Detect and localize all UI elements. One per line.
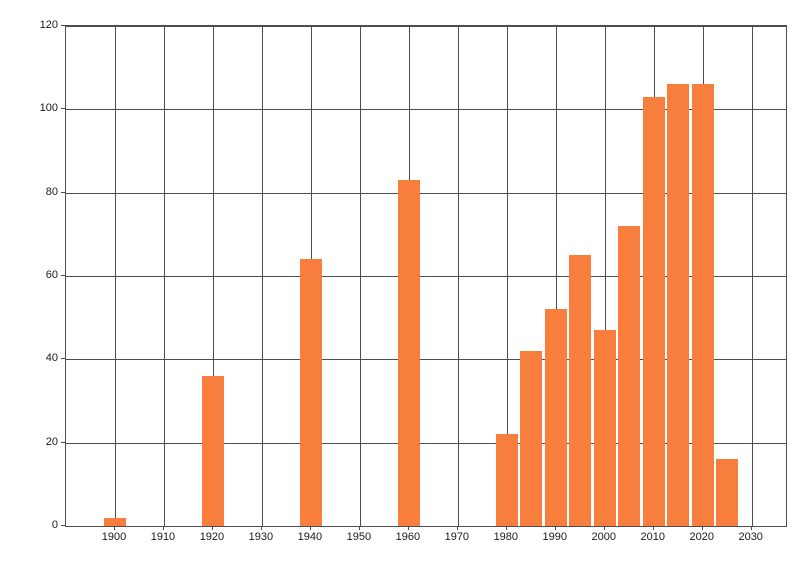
- x-tick-label: 1970: [444, 531, 470, 543]
- x-tick-mark: [358, 526, 360, 530]
- y-tick-label: 0: [51, 519, 58, 531]
- horizontal-gridline: [66, 26, 786, 27]
- bar-2025: [716, 459, 739, 526]
- bar-2005: [618, 226, 641, 526]
- horizontal-gridline: [66, 276, 786, 277]
- x-tick-mark: [701, 526, 703, 530]
- y-tick-label: 60: [45, 269, 58, 281]
- x-tick-label: 2000: [591, 531, 616, 543]
- plot-area: [65, 25, 787, 527]
- x-tick-mark: [407, 526, 409, 530]
- bar-2010: [642, 96, 665, 526]
- bar-2020: [691, 84, 714, 526]
- x-tick-mark: [260, 526, 262, 530]
- bar-1960: [397, 180, 420, 526]
- bar-1985: [520, 351, 543, 526]
- horizontal-gridline: [66, 359, 786, 361]
- x-tick-label: 1990: [542, 531, 568, 543]
- x-tick-mark: [554, 526, 556, 530]
- x-tick-mark: [505, 526, 507, 530]
- x-tick-label: 1910: [150, 531, 176, 543]
- bar-1980: [495, 434, 518, 526]
- x-tick-mark: [750, 526, 752, 530]
- x-tick-mark: [456, 526, 458, 530]
- x-tick-label: 2020: [689, 531, 714, 543]
- y-tick-mark: [61, 108, 65, 110]
- y-tick-label: 80: [45, 185, 58, 198]
- y-tick-label: 120: [39, 19, 58, 31]
- bar-2015: [667, 84, 690, 526]
- x-tick-label: 1920: [199, 531, 225, 543]
- x-tick-label: 2010: [640, 531, 665, 543]
- x-tick-mark: [309, 526, 311, 530]
- y-tick-label: 100: [39, 102, 58, 115]
- x-tick-label: 1980: [493, 531, 519, 543]
- x-tick-label: 1930: [248, 531, 274, 543]
- bar-1900: [103, 517, 126, 526]
- x-tick-mark: [603, 526, 605, 530]
- horizontal-gridline: [66, 109, 786, 111]
- x-tick-label: 1940: [297, 531, 323, 543]
- y-tick-label: 40: [45, 352, 58, 365]
- bar-1990: [544, 309, 567, 526]
- y-tick-mark: [61, 441, 65, 443]
- y-tick-mark: [61, 25, 65, 26]
- x-tick-label: 2030: [738, 531, 763, 543]
- y-tick-mark: [61, 191, 65, 193]
- x-tick-label: 1960: [395, 531, 421, 543]
- x-tick-mark: [113, 526, 115, 530]
- x-tick-mark: [652, 526, 654, 530]
- x-tick-label: 1900: [101, 531, 127, 543]
- bar-1940: [299, 259, 322, 526]
- x-tick-label: 1950: [346, 531, 372, 543]
- x-tick-mark: [162, 526, 164, 530]
- x-tick-mark: [211, 526, 213, 530]
- y-tick-mark: [61, 358, 65, 360]
- horizontal-gridline: [66, 192, 786, 194]
- bar-1920: [201, 376, 224, 526]
- y-tick-mark: [61, 275, 65, 276]
- y-tick-label: 20: [45, 435, 58, 448]
- horizontal-gridline: [66, 442, 786, 444]
- bar-2000: [593, 330, 616, 526]
- y-tick-mark: [61, 525, 65, 526]
- bar-1995: [569, 255, 592, 526]
